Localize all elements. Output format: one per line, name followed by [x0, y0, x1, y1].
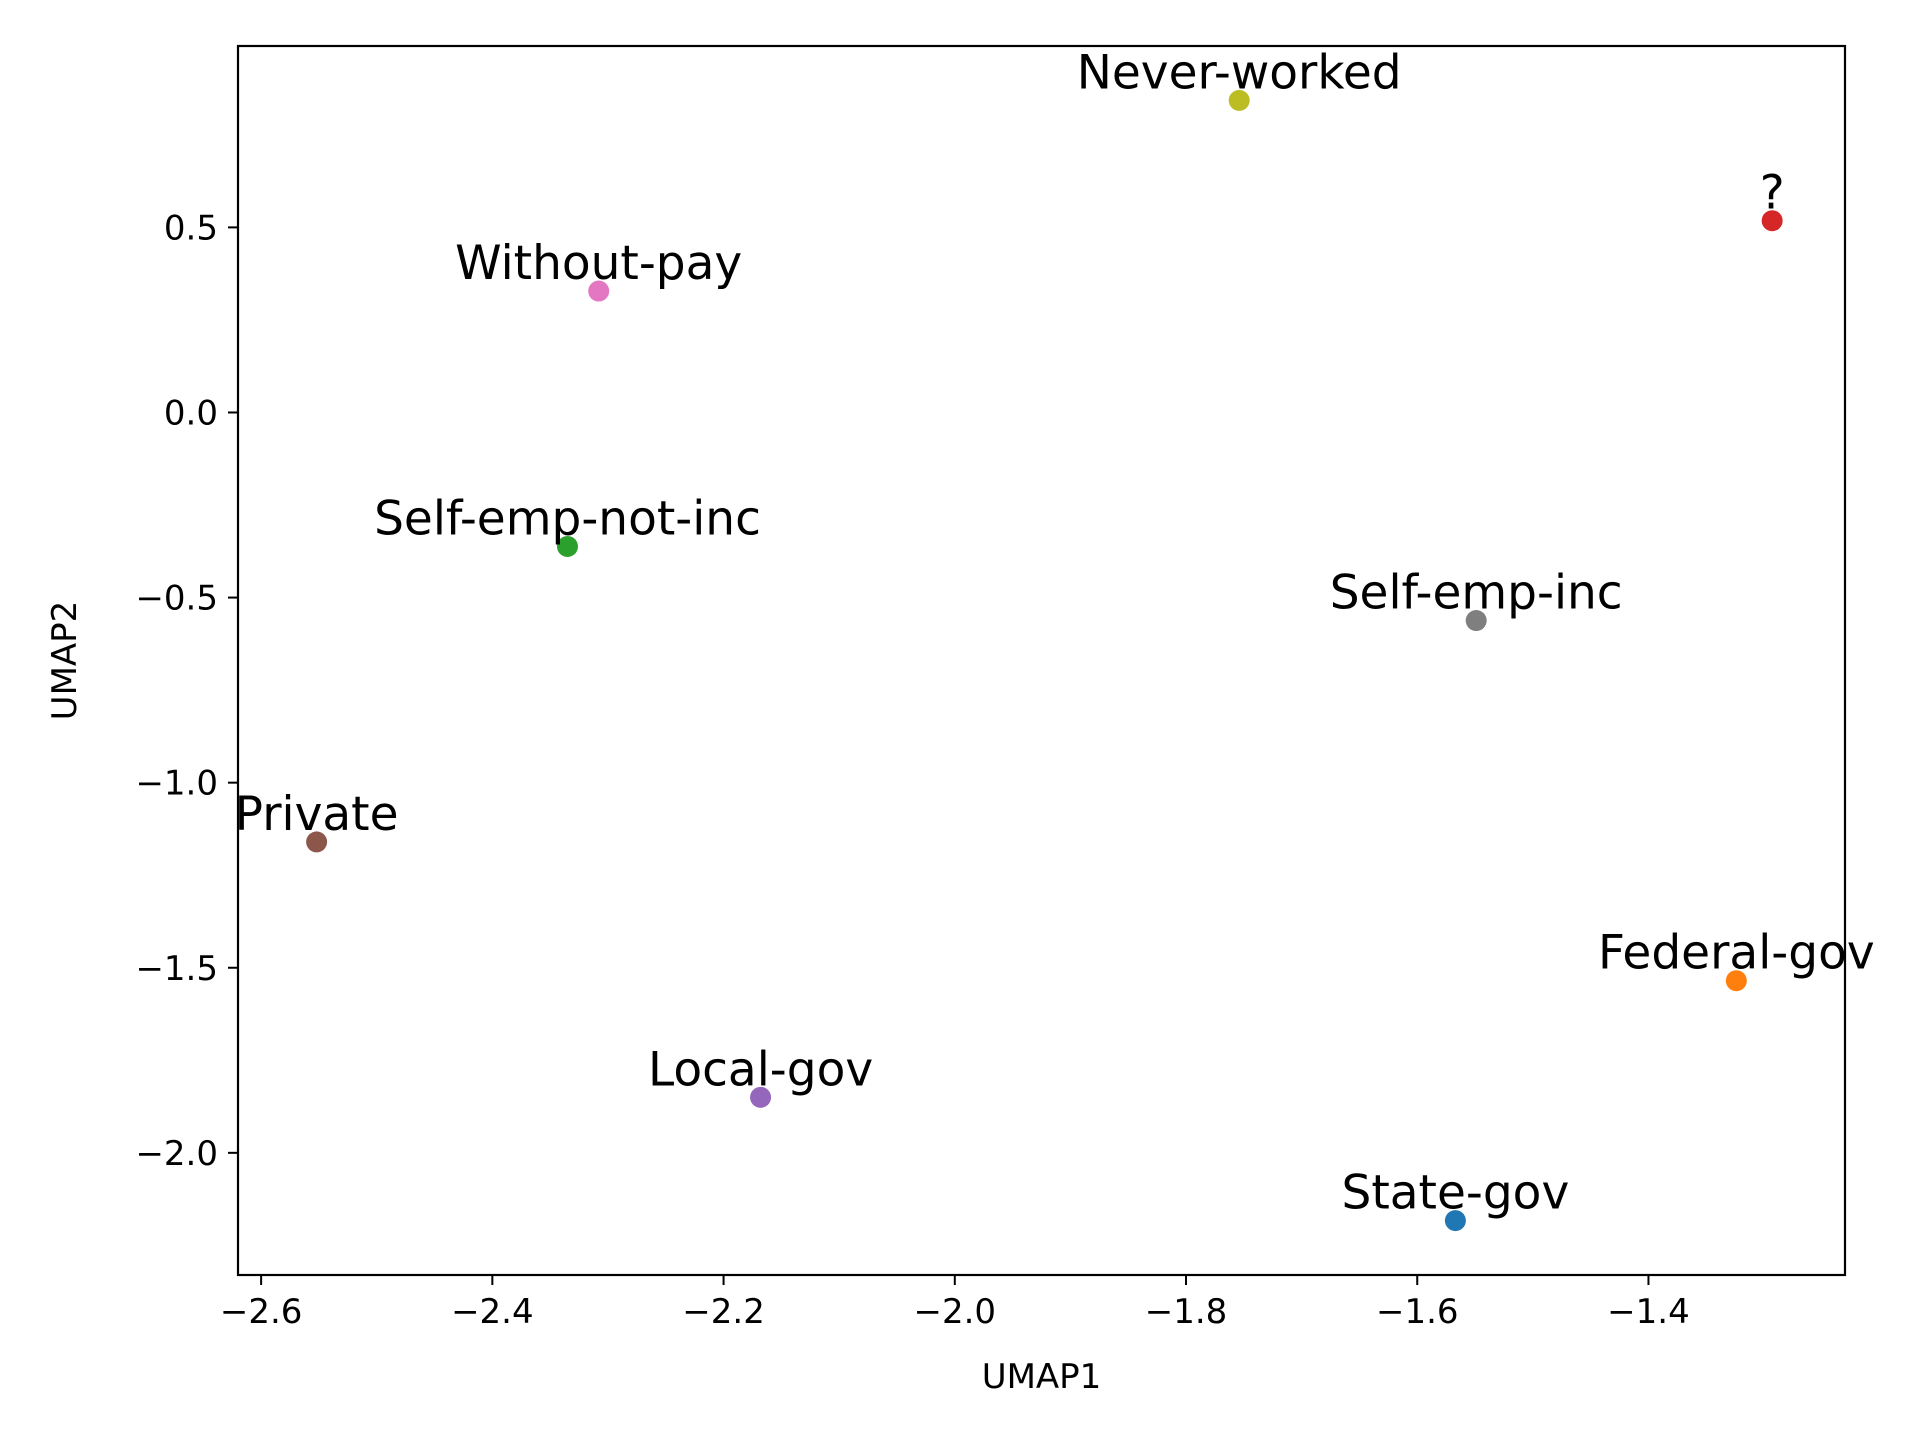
y-tick-label: −1.0: [135, 764, 218, 804]
data-point: [1444, 1210, 1466, 1232]
data-points: State-gov Federal-gov Self-emp-not-inc? Loc…: [235, 45, 1875, 1232]
plot-area: [236, 44, 1847, 1277]
data-point: [588, 280, 610, 302]
y-tick-label: −0.5: [135, 579, 218, 619]
y-tick-label: 0.0: [164, 393, 218, 433]
data-point: [1725, 970, 1747, 992]
data-point: [1761, 210, 1783, 232]
x-axis-label: UMAP1: [982, 1357, 1102, 1397]
data-point: [1228, 89, 1250, 111]
y-axis-label: UMAP2: [45, 601, 85, 721]
point-label: Never-worked: [1077, 45, 1402, 100]
y-tick-label: −1.5: [135, 949, 218, 989]
point-label: Self-emp-not-inc: [374, 491, 761, 546]
x-tick-label: −1.4: [1607, 1292, 1690, 1332]
point-label: ?: [1760, 166, 1785, 221]
point-label: Self-emp-inc: [1330, 566, 1623, 621]
x-tick-label: −1.8: [1145, 1292, 1228, 1332]
data-point: [556, 535, 578, 557]
y-tick-label: −2.0: [135, 1134, 218, 1174]
point-label: Without-pay: [455, 236, 742, 291]
data-point: [750, 1086, 772, 1108]
x-axis: −2.6 −2.4 −2.2 −2.0 −1.8 −1.6 −1.4: [220, 1275, 1690, 1332]
data-point: [306, 831, 328, 853]
point-label: State-gov: [1341, 1166, 1569, 1221]
point-label: Federal-gov: [1598, 926, 1875, 981]
point-label: Local-gov: [648, 1042, 873, 1097]
x-tick-label: −2.0: [914, 1292, 997, 1332]
x-tick-label: −2.2: [682, 1292, 765, 1332]
x-tick-label: −2.4: [451, 1292, 534, 1332]
x-tick-label: −2.6: [220, 1292, 303, 1332]
y-axis: 0.5 0.0 −0.5 −1.0 −1.5 −2.0: [135, 208, 238, 1174]
plot-frame: [236, 44, 1847, 1277]
point-label: Private: [235, 787, 399, 842]
y-tick-label: 0.5: [164, 208, 218, 248]
data-point: [1465, 610, 1487, 632]
x-tick-label: −1.6: [1376, 1292, 1459, 1332]
